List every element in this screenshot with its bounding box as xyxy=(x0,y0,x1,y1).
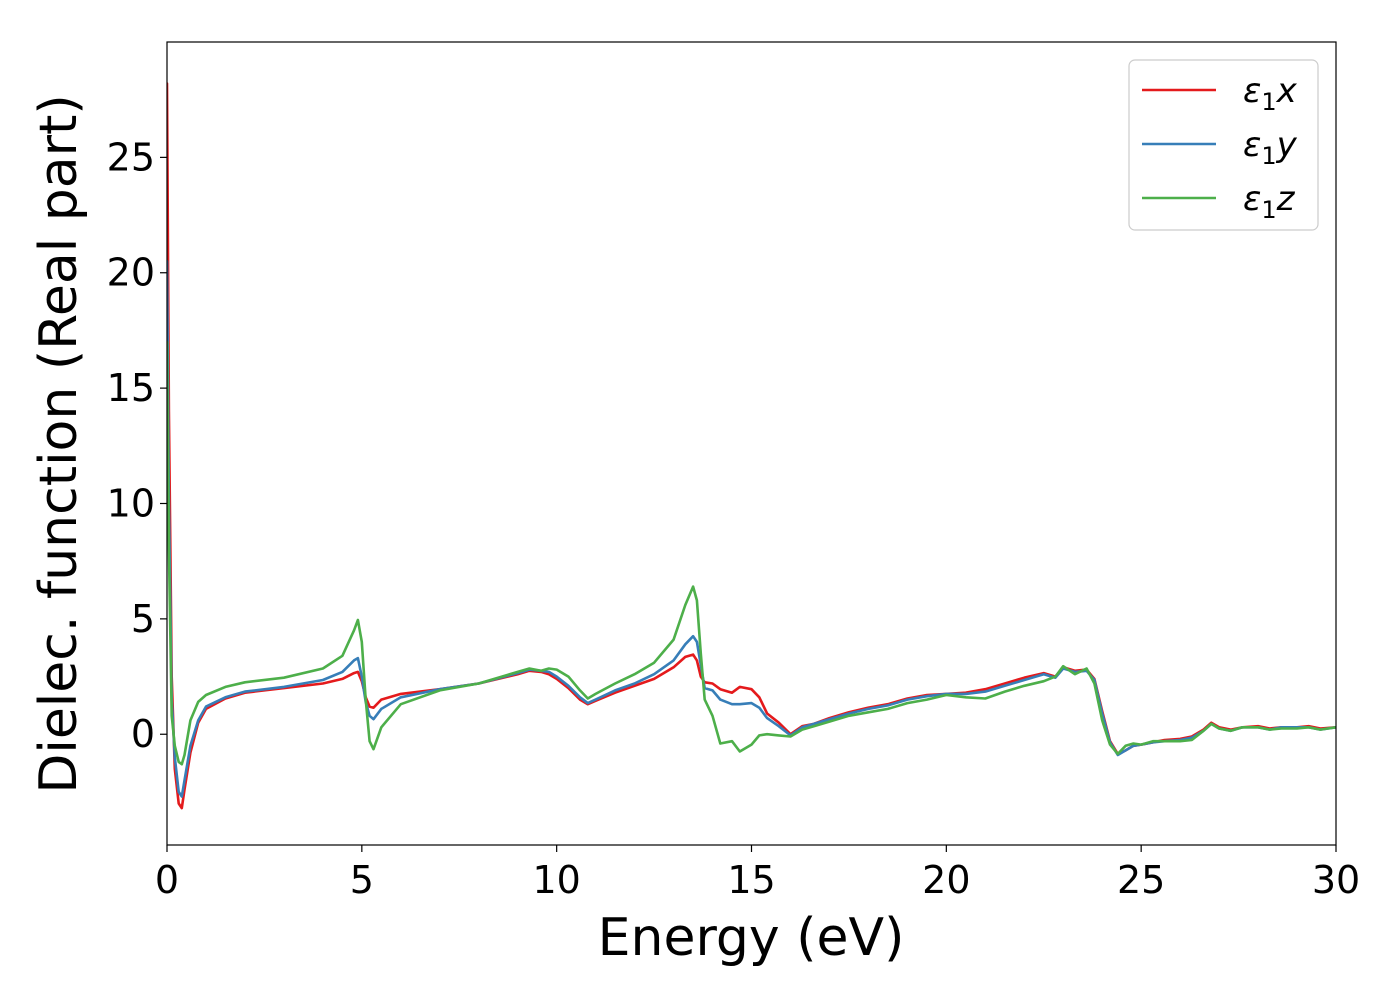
x-tick-label: 5 xyxy=(350,858,374,902)
y-tick-label: 20 xyxy=(107,251,155,295)
y-tick-label: 25 xyxy=(107,135,155,179)
y-tick-label: 0 xyxy=(131,712,155,756)
legend-box xyxy=(1128,59,1319,231)
y-axis-label: Dielec. function (Real part) xyxy=(29,94,89,793)
x-tick-label: 25 xyxy=(1117,858,1165,902)
series-layer xyxy=(167,82,1336,810)
legend-label-z: ε1z xyxy=(1243,179,1296,224)
series-line-y xyxy=(167,259,1336,798)
legend-label-x: ε1x xyxy=(1243,71,1298,116)
legend: ε1x ε1y ε1z xyxy=(1128,59,1319,231)
x-tick-label: 20 xyxy=(922,858,970,902)
x-tick-label: 0 xyxy=(155,858,179,902)
y-tick-label: 15 xyxy=(107,366,155,410)
legend-label-y: ε1y xyxy=(1243,125,1298,170)
x-axis-label: Energy (eV) xyxy=(598,908,905,968)
x-axis-ticks: 0 5 10 15 20 25 30 xyxy=(155,845,1360,902)
x-tick-label: 30 xyxy=(1312,858,1360,902)
y-tick-label: 10 xyxy=(107,481,155,525)
y-tick-label: 5 xyxy=(131,597,155,641)
y-axis-ticks: 0 5 10 15 20 25 xyxy=(107,135,167,756)
series-line-z xyxy=(167,340,1336,766)
x-tick-label: 15 xyxy=(727,858,775,902)
x-tick-label: 10 xyxy=(532,858,580,902)
